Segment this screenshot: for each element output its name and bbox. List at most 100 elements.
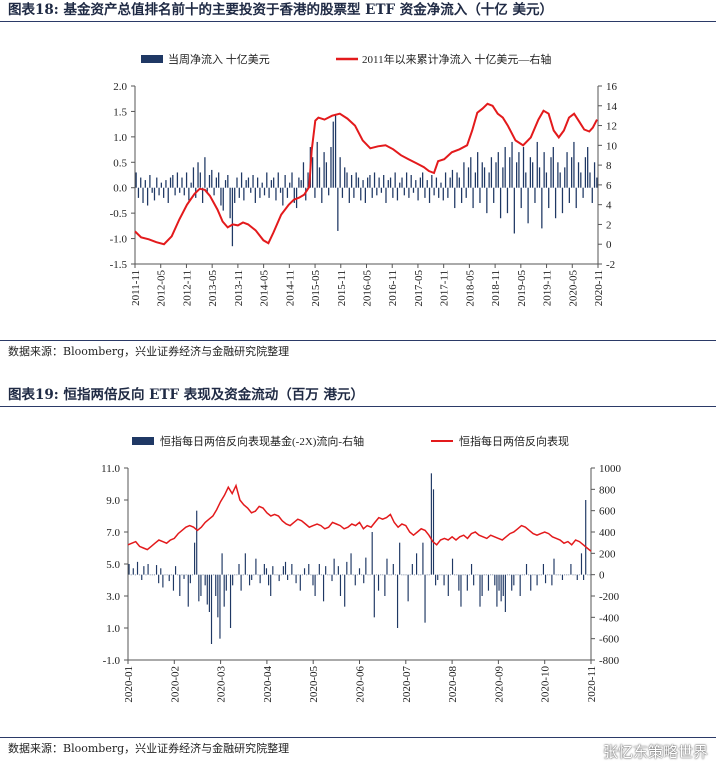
- bar: [164, 574, 166, 576]
- bar: [495, 162, 497, 188]
- bar: [139, 574, 141, 576]
- x-tick-label: 2012-11: [181, 270, 193, 306]
- x-tick-label: 2015-05: [310, 270, 322, 307]
- y-left-tick-label: 2.0: [113, 81, 127, 93]
- bar: [497, 152, 499, 188]
- bar: [179, 187, 181, 193]
- bar: [223, 574, 225, 607]
- bar: [504, 574, 506, 612]
- bar: [396, 574, 399, 628]
- figure18-title: 图表18: 基金资产总值排名前十的主要投资于香港的股票型 ETF 资金净流入（十…: [0, 0, 716, 22]
- bar: [227, 175, 229, 188]
- bar: [342, 574, 344, 576]
- bar: [363, 574, 365, 584]
- y-left-tick-label: 11.0: [101, 463, 120, 475]
- bar: [215, 177, 217, 188]
- bar: [354, 574, 356, 586]
- y-left-tick-label: -1.5: [110, 259, 128, 271]
- bar: [246, 574, 249, 576]
- bar: [314, 187, 316, 198]
- bar: [358, 568, 361, 575]
- bar: [435, 177, 438, 188]
- bar: [494, 574, 496, 586]
- bar: [388, 574, 390, 576]
- bar: [302, 162, 305, 188]
- bar: [344, 574, 346, 607]
- chart1-axes: 2.01.51.00.50.0-0.5-1.0-1.51614121086420…: [110, 81, 618, 307]
- bar: [516, 162, 518, 188]
- y-right-tick-label: -2: [606, 259, 615, 271]
- bar: [234, 187, 236, 203]
- figure19-source: 数据来源：Bloomberg，兴业证券经济与金融研究院整理: [0, 737, 716, 760]
- bar: [382, 574, 384, 576]
- bar: [330, 147, 332, 188]
- bar: [250, 187, 252, 193]
- figure18-chart: 当周净流入 十亿美元 2011年以来累计净流入 十亿美元—右轴 2.0 1.5 1.…: [110, 52, 618, 307]
- bar: [335, 574, 337, 576]
- bar: [410, 175, 412, 188]
- bar: [536, 574, 538, 586]
- x-tick-label: 2017-05: [413, 270, 425, 307]
- bar: [542, 564, 545, 575]
- y-left-tick-label: 1.0: [113, 132, 127, 144]
- bar: [555, 574, 557, 576]
- bar: [170, 574, 172, 576]
- bar: [580, 172, 582, 188]
- bar: [451, 169, 454, 188]
- x-tick-label: 2020-04: [262, 666, 274, 703]
- bar: [467, 167, 470, 188]
- bar: [132, 568, 134, 575]
- bar: [307, 172, 309, 188]
- bar: [570, 564, 572, 575]
- bar: [394, 172, 396, 188]
- bar: [574, 574, 576, 576]
- bar: [367, 177, 369, 188]
- bar: [312, 157, 314, 188]
- bar: [289, 574, 291, 576]
- bar: [142, 187, 144, 203]
- bar: [568, 187, 570, 203]
- bar: [466, 574, 468, 591]
- bar: [561, 187, 564, 214]
- bar: [322, 574, 325, 602]
- x-tick-label: 2019-05: [516, 270, 528, 307]
- bar: [572, 574, 574, 576]
- bar: [198, 574, 200, 602]
- bar: [364, 187, 366, 203]
- bar: [532, 162, 534, 188]
- bar: [511, 141, 513, 188]
- bar: [145, 574, 147, 576]
- bar: [176, 172, 179, 188]
- bar: [489, 574, 492, 576]
- bar: [438, 187, 440, 198]
- bar: [385, 187, 387, 203]
- bar: [229, 187, 231, 219]
- bar: [415, 180, 417, 188]
- bar: [301, 574, 303, 576]
- bar: [490, 157, 493, 188]
- bar: [444, 172, 447, 188]
- bar: [295, 574, 297, 584]
- bar: [144, 180, 146, 188]
- bar: [527, 187, 529, 224]
- bar: [341, 187, 344, 198]
- bar: [181, 574, 183, 576]
- bar: [506, 574, 509, 576]
- bar: [199, 172, 201, 188]
- bar: [163, 187, 165, 198]
- x-tick-label: 2020-03: [216, 666, 228, 703]
- bar: [227, 574, 230, 576]
- bar: [440, 182, 442, 188]
- bar: [528, 574, 530, 576]
- bar: [418, 574, 420, 576]
- bar: [149, 175, 151, 188]
- bar: [500, 574, 502, 602]
- legend-bar-label: 当周净流入 十亿美元: [168, 52, 270, 66]
- bar: [276, 574, 278, 576]
- chart2-legend: 恒指每日两倍反向表现基金(-2X)流向-右轴 恒指每日两倍反向表现: [132, 434, 569, 448]
- legend-bar-swatch: [141, 55, 163, 63]
- bar: [234, 574, 236, 576]
- bar: [316, 141, 318, 188]
- bar: [135, 172, 137, 188]
- bar: [153, 187, 156, 201]
